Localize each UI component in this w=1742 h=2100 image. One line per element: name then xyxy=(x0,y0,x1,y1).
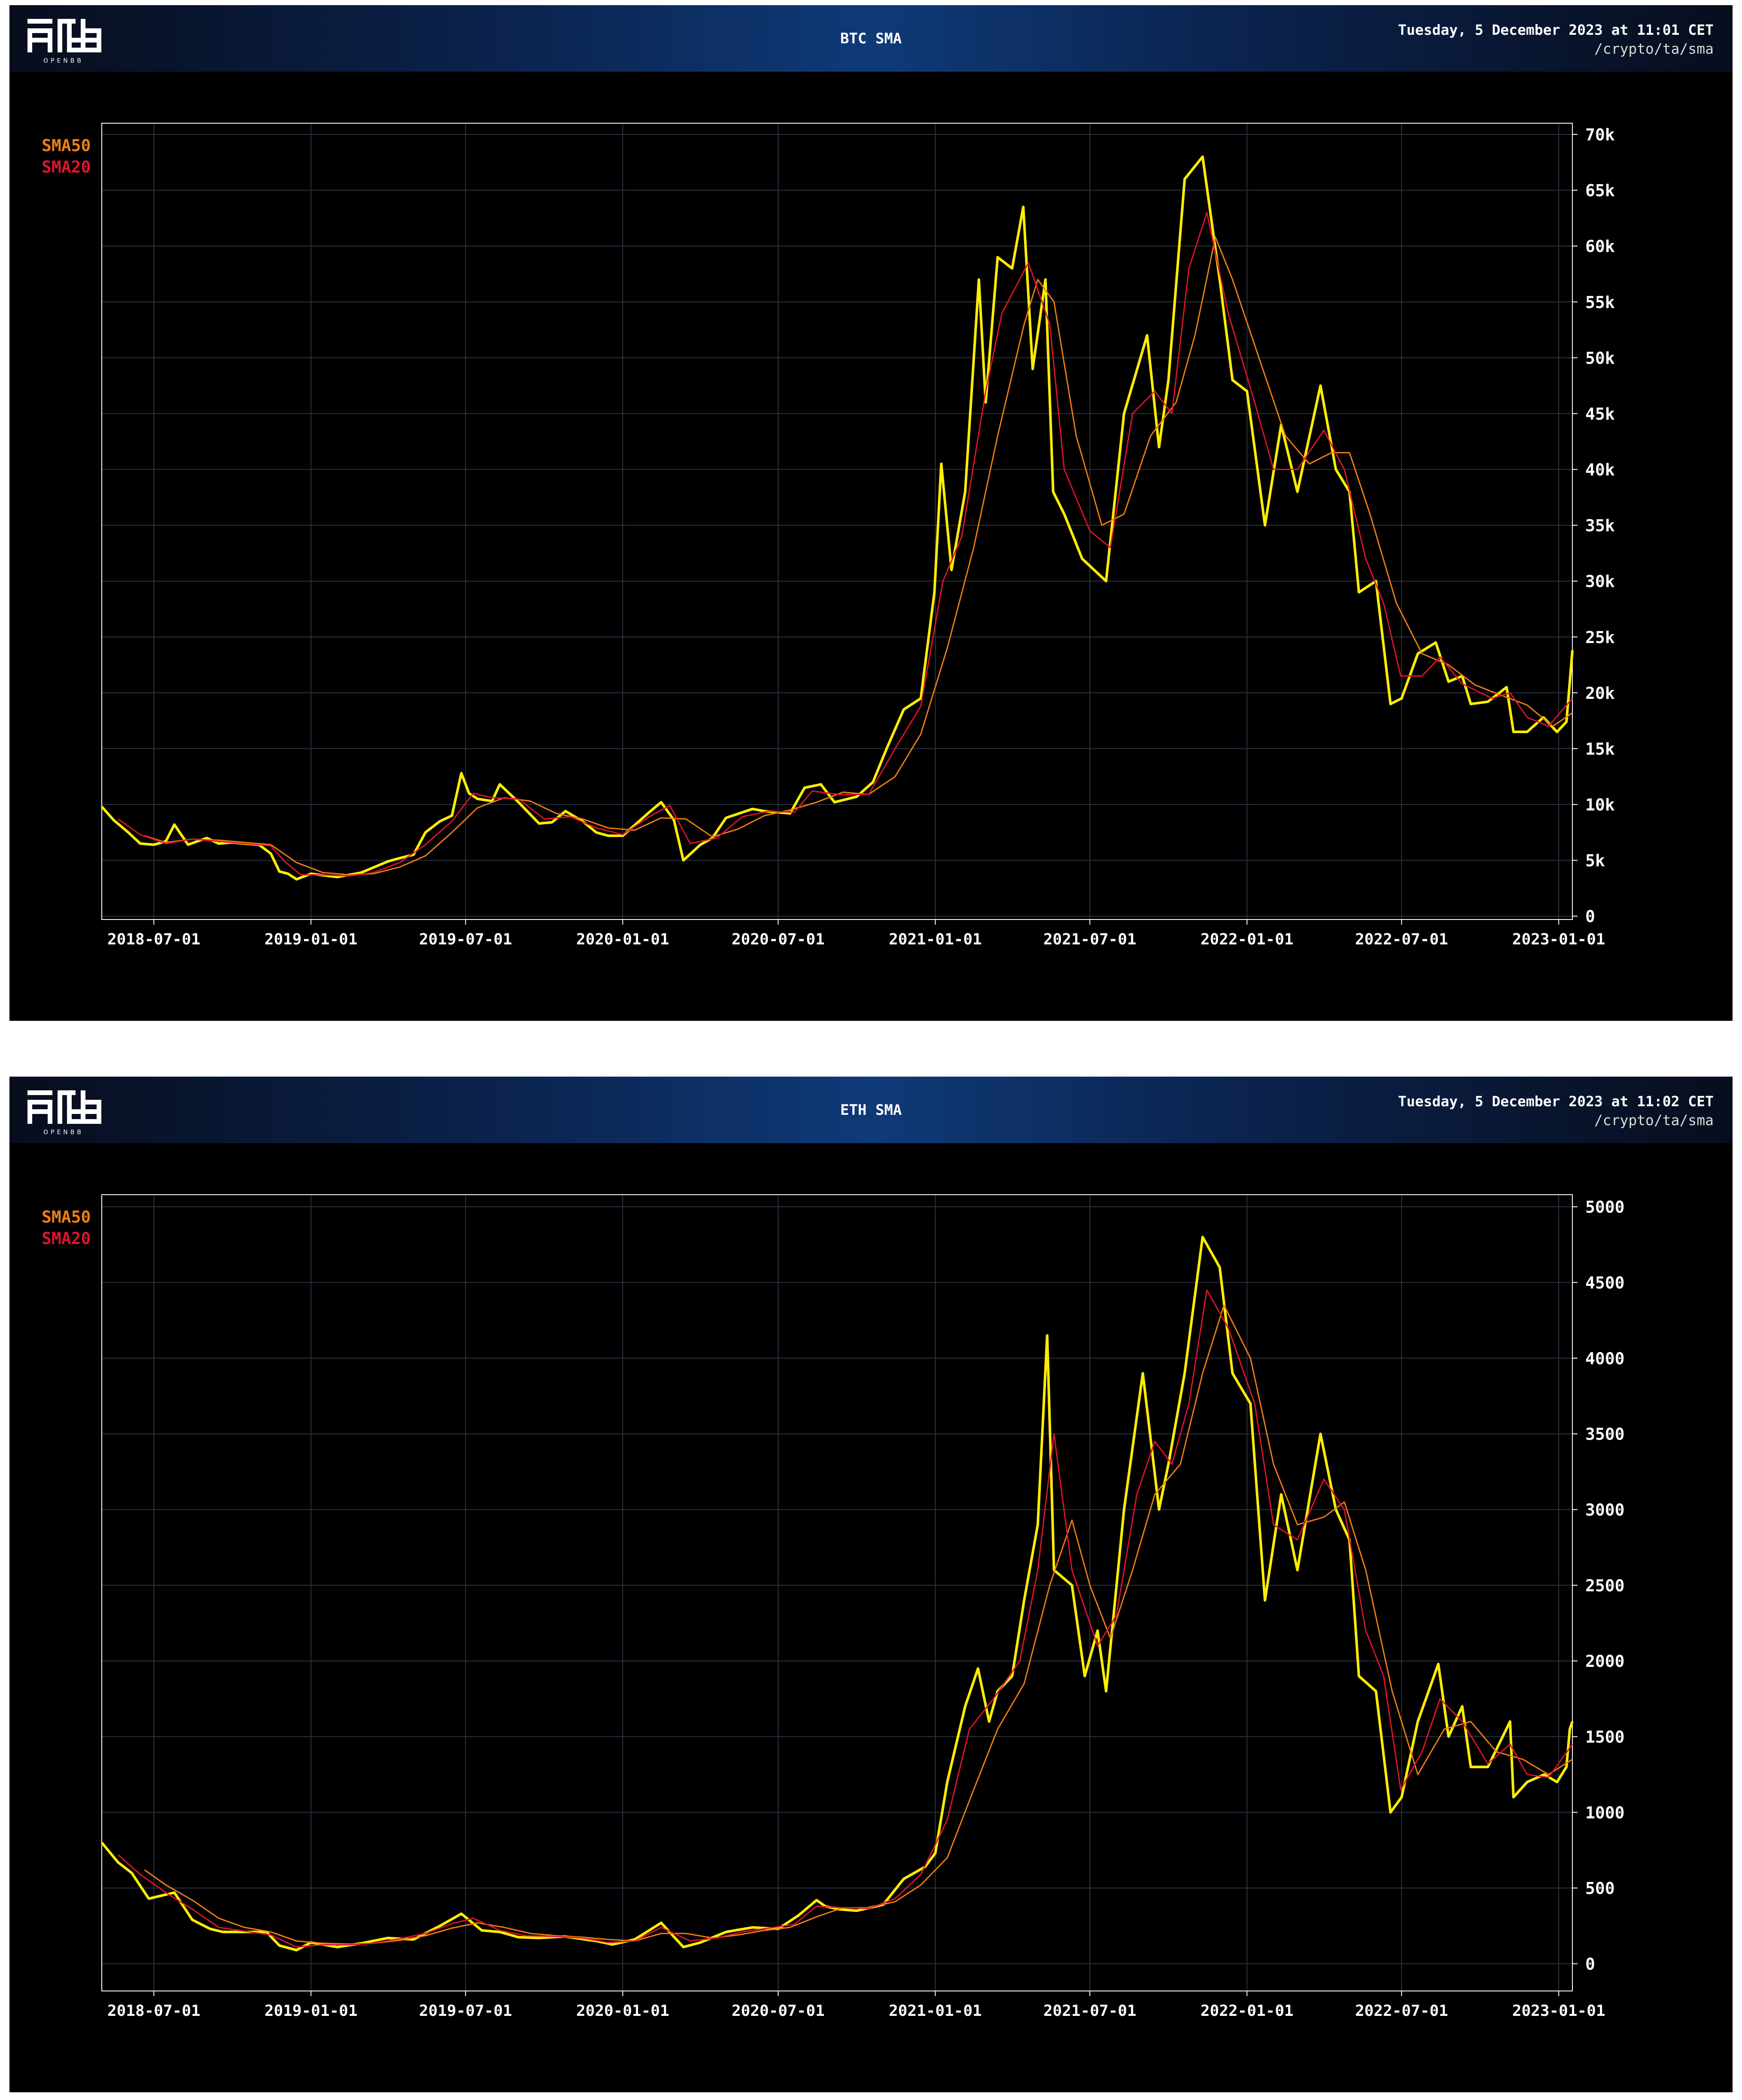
x-tick-label: 2019-01-01 xyxy=(264,931,358,948)
y-tick-label: 70k xyxy=(1585,125,1615,144)
x-tick-label: 2022-01-01 xyxy=(1201,2002,1294,2020)
openbb-logo-icon: OPENBB xyxy=(27,19,101,64)
svg-text:OPENBB: OPENBB xyxy=(43,1129,84,1136)
y-tick-label: 65k xyxy=(1585,181,1615,200)
y-tick-label: 5000 xyxy=(1585,1198,1625,1217)
legend-sma20: SMA20 xyxy=(42,158,91,176)
y-tick-label: 30k xyxy=(1585,572,1615,591)
x-tick-label: 2020-01-01 xyxy=(576,931,669,948)
y-tick-label: 15k xyxy=(1585,740,1615,759)
y-tick-label: 60k xyxy=(1585,237,1615,256)
y-tick-label: 35k xyxy=(1585,516,1615,535)
y-tick-label: 45k xyxy=(1585,404,1615,423)
price-line xyxy=(100,155,1574,881)
btc-sma-chart: 2018-07-01 2019-01-01 2019-07-01 2020-01-01… xyxy=(42,123,1615,948)
openbb-logo-icon: OPENBB xyxy=(27,1090,101,1136)
x-tick-label: 2022-01-01 xyxy=(1201,931,1294,948)
eth-sma-panel: OPENBB ETH SMA Tuesday, 5 December 2023 … xyxy=(9,1077,1733,2092)
sma20-line xyxy=(117,212,1573,877)
legend-sma50: SMA50 xyxy=(42,1208,91,1226)
x-tick-label: 2021-01-01 xyxy=(889,931,982,948)
x-tick-label: 2021-07-01 xyxy=(1043,931,1137,948)
y-tick-label: 1000 xyxy=(1585,1803,1625,1822)
legend-sma20: SMA20 xyxy=(42,1229,91,1248)
command-path: /crypto/ta/sma xyxy=(1594,1112,1714,1129)
sma20-line xyxy=(117,1289,1573,1948)
x-tick-label: 2022-07-01 xyxy=(1355,931,1448,948)
y-tick-label: 20k xyxy=(1585,684,1615,703)
y-tick-label: 2500 xyxy=(1585,1576,1625,1595)
y-tick-label: 3500 xyxy=(1585,1425,1625,1444)
y-tick-label: 40k xyxy=(1585,461,1615,479)
x-tick-label: 2019-07-01 xyxy=(419,2002,512,2020)
timestamp: Tuesday, 5 December 2023 at 11:02 CET xyxy=(1398,1093,1714,1110)
x-tick-label: 2021-07-01 xyxy=(1043,2002,1137,2020)
y-tick-label: 3000 xyxy=(1585,1501,1625,1520)
y-tick-label: 25k xyxy=(1585,628,1615,647)
header-bar: OPENBB ETH SMA Tuesday, 5 December 2023 … xyxy=(9,1077,1733,1143)
y-tick-label: 500 xyxy=(1585,1879,1615,1898)
svg-text:OPENBB: OPENBB xyxy=(43,58,84,64)
eth-sma-chart: 2018-07-01 2019-01-01 2019-07-01 2020-01-01… xyxy=(42,1194,1625,2020)
x-tick-label: 2019-01-01 xyxy=(264,2002,358,2020)
x-tick-label: 2020-07-01 xyxy=(732,931,825,948)
x-tick-label: 2022-07-01 xyxy=(1355,2002,1448,2020)
y-tick-label: 4500 xyxy=(1585,1274,1625,1293)
btc-sma-panel: OPENBB BTC SMA Tuesday, 5 December 2023 … xyxy=(9,5,1733,1021)
header-bar: OPENBB BTC SMA Tuesday, 5 December 2023 … xyxy=(9,5,1733,72)
x-tick-label: 2018-07-01 xyxy=(107,931,201,948)
chart-title: BTC SMA xyxy=(840,30,902,47)
x-tick-label: 2018-07-01 xyxy=(107,2002,201,2020)
x-tick-label: 2023-01-01 xyxy=(1512,2002,1605,2020)
y-tick-label: 55k xyxy=(1585,293,1615,312)
price-line xyxy=(100,1235,1574,1951)
y-tick-label: 50k xyxy=(1585,349,1615,367)
plot-frame xyxy=(101,1194,1573,1991)
legend-sma50: SMA50 xyxy=(42,136,91,155)
command-path: /crypto/ta/sma xyxy=(1594,40,1714,57)
x-tick-label: 2023-01-01 xyxy=(1512,931,1605,948)
sma50-line xyxy=(144,236,1573,876)
sma50-line xyxy=(144,1304,1573,1945)
x-tick-label: 2019-07-01 xyxy=(419,931,512,948)
y-tick-label: 5k xyxy=(1585,851,1605,870)
y-tick-label: 0 xyxy=(1585,1955,1595,1974)
x-tick-label: 2020-01-01 xyxy=(576,2002,669,2020)
y-tick-label: 2000 xyxy=(1585,1652,1625,1671)
y-tick-label: 1500 xyxy=(1585,1728,1625,1747)
plot-frame xyxy=(101,123,1573,920)
y-tick-label: 4000 xyxy=(1585,1349,1625,1368)
y-tick-label: 0 xyxy=(1585,907,1595,926)
x-tick-label: 2021-01-01 xyxy=(889,2002,982,2020)
chart-title: ETH SMA xyxy=(840,1102,902,1119)
y-tick-label: 10k xyxy=(1585,795,1615,814)
timestamp: Tuesday, 5 December 2023 at 11:01 CET xyxy=(1398,21,1714,38)
x-tick-label: 2020-07-01 xyxy=(732,2002,825,2020)
